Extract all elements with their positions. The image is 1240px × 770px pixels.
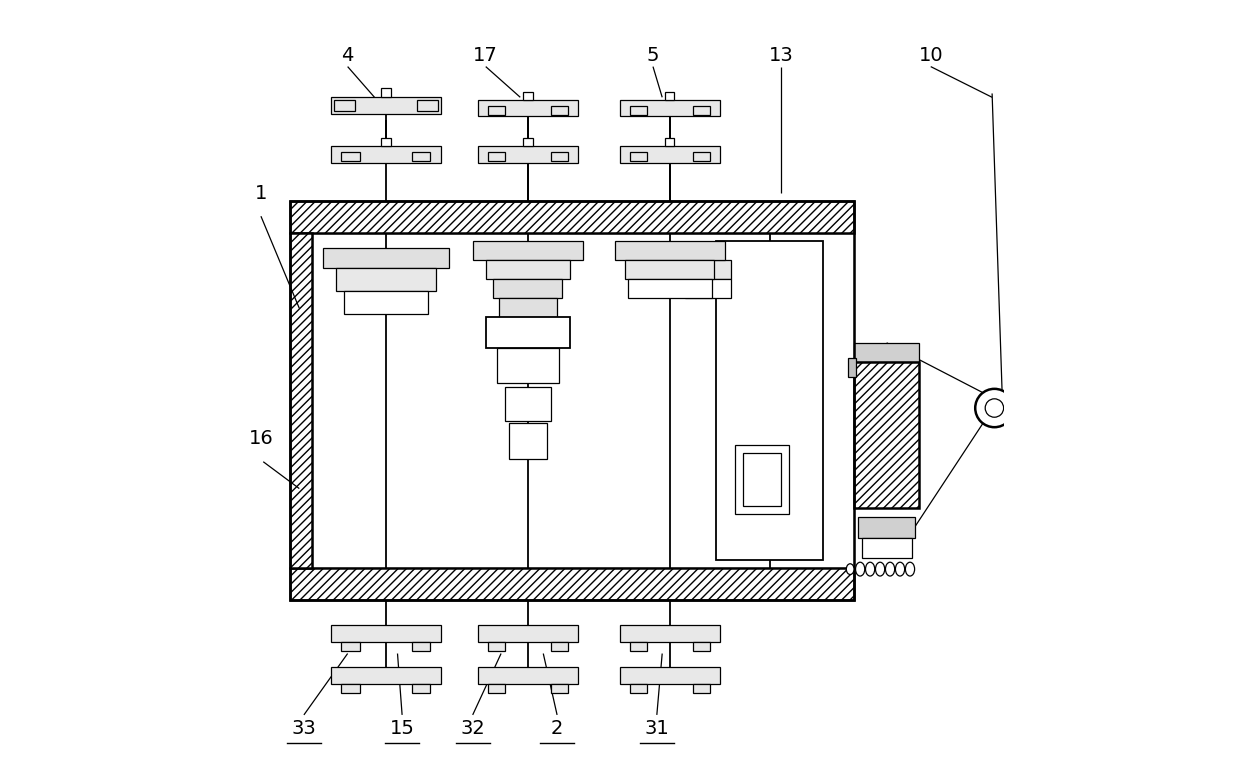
Bar — [382, 138, 391, 146]
Bar — [341, 642, 360, 651]
Circle shape — [986, 399, 1003, 417]
Ellipse shape — [875, 562, 884, 576]
Bar — [498, 298, 557, 317]
Ellipse shape — [905, 562, 915, 576]
Bar — [743, 453, 781, 506]
Bar — [630, 685, 647, 694]
Bar — [489, 685, 505, 694]
Ellipse shape — [866, 562, 874, 576]
Bar — [290, 567, 854, 600]
Bar — [412, 642, 430, 651]
Bar — [341, 685, 360, 694]
Bar — [343, 290, 428, 313]
Text: 1: 1 — [254, 184, 267, 203]
Bar — [858, 517, 915, 538]
Bar — [686, 260, 732, 279]
Ellipse shape — [856, 562, 864, 576]
Bar — [693, 685, 709, 694]
Bar — [630, 105, 647, 115]
Bar — [551, 152, 568, 161]
Text: 15: 15 — [389, 719, 414, 738]
Bar — [486, 260, 570, 279]
Text: 10: 10 — [919, 45, 944, 65]
Bar — [715, 241, 823, 560]
Bar — [848, 358, 856, 377]
Bar — [479, 99, 578, 116]
Bar — [523, 138, 532, 146]
Bar — [324, 249, 449, 268]
Bar — [290, 201, 854, 600]
Bar — [620, 146, 719, 162]
Ellipse shape — [895, 562, 905, 576]
Bar — [479, 625, 578, 642]
Bar — [630, 642, 647, 651]
Bar — [505, 387, 551, 421]
Bar — [334, 100, 356, 111]
Bar — [479, 668, 578, 685]
Bar — [472, 241, 583, 260]
Bar — [693, 642, 709, 651]
Text: 2: 2 — [551, 719, 563, 738]
Text: 17: 17 — [474, 45, 498, 65]
Bar — [489, 642, 505, 651]
Bar — [551, 642, 568, 651]
Bar — [336, 268, 436, 290]
Bar — [479, 146, 578, 162]
Text: 4: 4 — [341, 45, 353, 65]
Bar — [551, 685, 568, 694]
Bar — [311, 233, 854, 567]
Bar — [551, 105, 568, 115]
Bar — [693, 152, 709, 161]
Bar — [666, 92, 675, 99]
Text: 31: 31 — [645, 719, 670, 738]
Bar — [862, 538, 911, 557]
Bar — [627, 279, 712, 298]
Bar — [382, 88, 391, 97]
Bar — [331, 97, 441, 114]
Bar — [489, 152, 505, 161]
Text: 32: 32 — [460, 719, 485, 738]
Ellipse shape — [847, 564, 854, 574]
Bar — [331, 668, 441, 685]
Text: 16: 16 — [248, 429, 273, 448]
Bar — [854, 362, 919, 507]
Text: 5: 5 — [647, 45, 660, 65]
Bar — [686, 279, 732, 298]
Bar — [666, 138, 675, 146]
Bar — [486, 317, 570, 348]
Circle shape — [975, 389, 1013, 427]
Bar — [620, 99, 719, 116]
Bar — [341, 152, 360, 161]
Bar — [412, 152, 430, 161]
Ellipse shape — [885, 562, 895, 576]
Text: 13: 13 — [769, 45, 794, 65]
Bar — [620, 625, 719, 642]
Bar — [331, 625, 441, 642]
Bar — [494, 279, 563, 298]
Bar — [290, 201, 854, 233]
Bar — [489, 105, 505, 115]
Bar — [693, 105, 709, 115]
Bar — [620, 668, 719, 685]
Bar — [331, 146, 441, 162]
Bar — [412, 685, 430, 694]
Bar — [630, 152, 647, 161]
Bar — [417, 100, 438, 111]
Bar — [290, 233, 311, 567]
Bar — [615, 241, 725, 260]
Bar — [735, 445, 789, 514]
Bar — [625, 260, 714, 279]
Bar — [497, 348, 559, 383]
Bar — [508, 423, 547, 460]
Bar — [854, 343, 919, 362]
Bar — [523, 92, 532, 99]
Text: 33: 33 — [291, 719, 316, 738]
